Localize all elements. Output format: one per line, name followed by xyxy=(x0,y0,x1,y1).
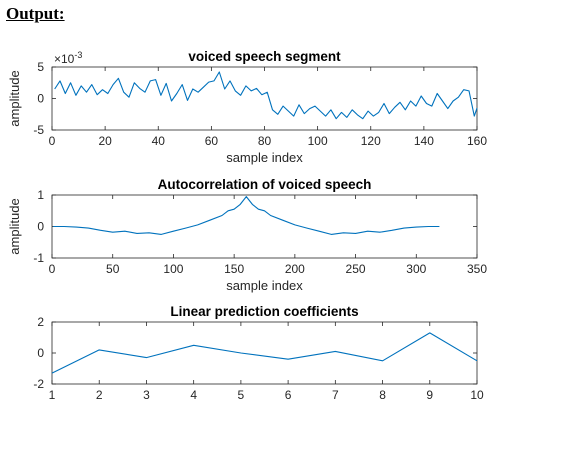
x-axis-label: sample index xyxy=(226,150,303,165)
x-tick-label: 150 xyxy=(224,262,244,276)
y-tick-label: 1 xyxy=(37,188,44,202)
y-axis-label: amplitude xyxy=(7,198,22,254)
y-tick-label: -5 xyxy=(33,123,44,137)
chart-title: Linear prediction coefficients xyxy=(170,304,358,319)
x-tick-label: 200 xyxy=(285,262,305,276)
axes-box xyxy=(51,321,478,385)
x-tick-label: 3 xyxy=(143,388,150,402)
series-line xyxy=(54,71,478,120)
output-heading: Output: xyxy=(6,4,65,23)
y-tick-label: 0 xyxy=(37,92,44,106)
x-tick-label: 100 xyxy=(308,134,328,148)
x-tick-label: 350 xyxy=(467,262,487,276)
axes-box xyxy=(51,66,478,131)
x-tick-label: 5 xyxy=(238,388,245,402)
series-line xyxy=(51,332,478,374)
subplot-1: 0 20 40 60 80 100 120 140 160 -5 0 5 ×10-3 voiced spe… xyxy=(7,49,487,165)
y-tick-label: -2 xyxy=(33,377,44,391)
x-tick-label: 7 xyxy=(332,388,339,402)
x-tick-label: 6 xyxy=(285,388,292,402)
x-tick-label: 140 xyxy=(414,134,434,148)
y-tick-label: 5 xyxy=(37,60,44,74)
x-tick-label: 120 xyxy=(361,134,381,148)
x-tick-label: 9 xyxy=(426,388,433,402)
y-tick-label: 0 xyxy=(37,346,44,360)
y-axis-label: amplitude xyxy=(7,70,22,126)
x-tick-label: 60 xyxy=(205,134,219,148)
chart-title: Autocorrelation of voiced speech xyxy=(158,177,372,192)
x-axis-label: sample index xyxy=(226,278,303,293)
y-exponent-label: ×10-3 xyxy=(54,50,82,66)
x-tick-label: 50 xyxy=(106,262,120,276)
x-tick-label: 0 xyxy=(49,134,56,148)
x-tick-label: 300 xyxy=(406,262,426,276)
x-tick-label: 0 xyxy=(49,262,56,276)
x-tick-label: 160 xyxy=(467,134,487,148)
subplot-3: 1 2 3 4 5 6 7 8 9 10 -2 0 2 Linear prediction coeffic… xyxy=(33,304,484,402)
subplot-2: 0 50 100 150 200 250 300 350 -1 0 1 Autocorrelation… xyxy=(7,177,487,293)
y-tick-label: 2 xyxy=(37,315,44,329)
y-tick-label: -1 xyxy=(33,251,44,265)
x-tick-label: 40 xyxy=(152,134,166,148)
x-tick-label: 1 xyxy=(49,388,56,402)
x-tick-label: 100 xyxy=(163,262,183,276)
y-tick-label: 0 xyxy=(37,220,44,234)
axes-box xyxy=(51,194,478,259)
x-tick-label: 10 xyxy=(470,388,484,402)
x-tick-label: 8 xyxy=(379,388,386,402)
chart-title: voiced speech segment xyxy=(188,49,341,64)
series-line xyxy=(53,196,440,235)
x-tick-label: 4 xyxy=(190,388,197,402)
x-tick-label: 20 xyxy=(98,134,112,148)
y-exponent-power: -3 xyxy=(74,50,82,60)
x-tick-label: 80 xyxy=(258,134,272,148)
x-tick-label: 2 xyxy=(96,388,103,402)
x-tick-label: 250 xyxy=(346,262,366,276)
